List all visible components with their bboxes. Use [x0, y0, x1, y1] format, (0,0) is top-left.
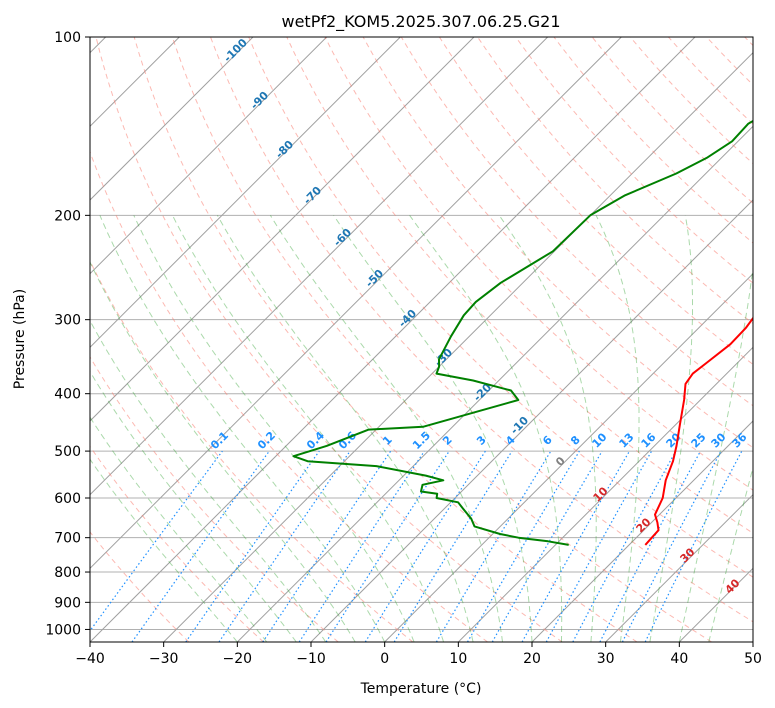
isotherm-line [605, 493, 753, 642]
x-tick-label: 50 [744, 651, 762, 667]
moist-adiabat-line [333, 215, 533, 642]
y-tick-label: 100 [54, 30, 81, 46]
mixing-ratio-line [435, 450, 552, 642]
isotherm-line [90, 37, 254, 201]
y-tick-label: 900 [54, 595, 81, 611]
dry-adiabat-line [95, 37, 563, 642]
isotherm-line [90, 37, 696, 642]
moist-adiabat-line [409, 215, 563, 642]
isotherm-line [90, 37, 401, 349]
moist-adiabat-line [133, 215, 415, 642]
x-tick-label: −30 [149, 651, 179, 667]
dry-adiabat-line [133, 37, 638, 642]
mixing-ratio-line [90, 450, 223, 632]
isotherm-line [457, 346, 753, 642]
mixing-ratio-line [545, 450, 653, 642]
mixing-ratio-line [218, 450, 351, 642]
dry-adiabat-line [90, 531, 190, 642]
y-tick-label: 600 [54, 491, 81, 507]
y-tick-label: 300 [54, 313, 81, 329]
mixing-ratio-line [393, 450, 513, 642]
profiles-layer [292, 119, 753, 546]
x-tick-label: 40 [670, 651, 688, 667]
moist-adiabat-line [595, 215, 640, 642]
mixing-ratio-line [466, 450, 580, 642]
y-tick-label: 1000 [45, 622, 81, 638]
y-tick-label: 400 [54, 387, 81, 403]
moist-adiabat-line [90, 416, 268, 642]
moist-adiabat-line [90, 458, 238, 642]
y-tick-label: 800 [54, 565, 81, 581]
axes-layer: −40 −30 −20 −10 0 10 20 30 40 50 100 200 300 400 500 60… [45, 30, 762, 667]
dewpoint-profile [292, 119, 753, 546]
x-tick-label: 20 [523, 651, 541, 667]
dry-adiabat-line [400, 37, 753, 407]
isotherm-line [90, 37, 328, 275]
moist-adiabat-line [90, 319, 327, 642]
dry-adiabat-line [90, 355, 339, 642]
moist-adiabat-line [678, 264, 753, 642]
isotherm-line [90, 37, 475, 422]
y-tick-label: 200 [54, 208, 81, 224]
mixing-ratio-line [572, 450, 677, 642]
dry-adiabat-line [210, 37, 753, 623]
moist-adiabat-line [269, 215, 503, 642]
mixing-ratio-line [185, 450, 320, 642]
x-tick-label: −10 [296, 651, 326, 667]
mixing-ratio-line [491, 450, 603, 642]
plot-frame [89, 36, 754, 643]
y-tick-label: 500 [54, 444, 81, 460]
background-lines-layer [90, 37, 753, 642]
moist-adiabat-line [90, 370, 297, 642]
temperature-profile [644, 316, 753, 546]
moist-adiabat-line [649, 215, 693, 642]
isotherm-line [384, 272, 753, 642]
chart-title: wetPf2_KOM5.2025.307.06.25.G21 [281, 12, 560, 32]
x-tick-label: 0 [380, 651, 389, 667]
y-axis-title: Pressure (hPa) [12, 289, 28, 389]
mixing-ratio-line [131, 450, 270, 642]
dry-adiabat-line [324, 37, 753, 491]
x-tick-label: 30 [597, 651, 615, 667]
dry-adiabat-line [362, 37, 753, 449]
x-tick-label: 10 [449, 651, 467, 667]
x-tick-label: −20 [223, 651, 253, 667]
dry-adiabat-line [90, 259, 414, 642]
moist-adiabat-line [172, 215, 445, 642]
mixing-ratio-line [521, 450, 631, 642]
mixing-ratio-line [364, 450, 486, 642]
isotherm-line [90, 37, 549, 496]
isotherm-line [236, 125, 753, 642]
isotherm-line [531, 420, 753, 642]
moist-adiabat-line [216, 215, 474, 642]
isotherm-line [90, 37, 622, 570]
dry-adiabat-line [286, 37, 753, 534]
moist-adiabat-line [99, 215, 386, 642]
dry-adiabat-line [248, 37, 753, 578]
y-tick-label: 700 [54, 531, 81, 547]
x-axis-title: Temperature (°C) [360, 681, 482, 697]
isotherm-line [163, 51, 753, 642]
x-tick-label: −40 [75, 651, 105, 667]
moist-adiabat-line [90, 260, 356, 642]
dry-adiabat-line [438, 37, 753, 365]
